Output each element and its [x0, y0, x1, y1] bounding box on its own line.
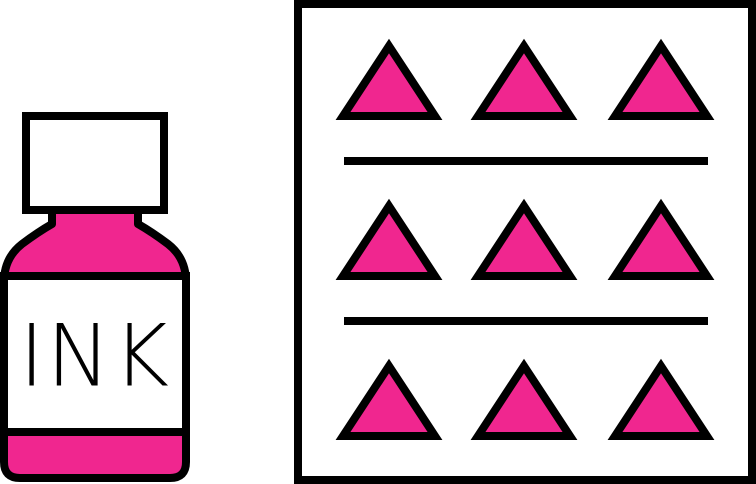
ink-bottle-icon: INK	[0, 112, 190, 482]
triangle-icon	[607, 358, 715, 440]
printed-sheet	[294, 0, 756, 484]
triangle-icon	[607, 198, 715, 280]
bottle-label	[0, 272, 190, 436]
bottle-label-text: INK	[19, 307, 171, 407]
triangle-icon	[470, 198, 578, 280]
triangle-icon	[470, 38, 578, 120]
triangle-icon	[335, 358, 443, 440]
triangle-grid	[335, 38, 715, 440]
triangle-icon	[470, 358, 578, 440]
triangle-icon	[335, 198, 443, 280]
triangle-icon	[607, 38, 715, 120]
triangle-icon	[335, 38, 443, 120]
bottle-cap	[22, 112, 168, 214]
